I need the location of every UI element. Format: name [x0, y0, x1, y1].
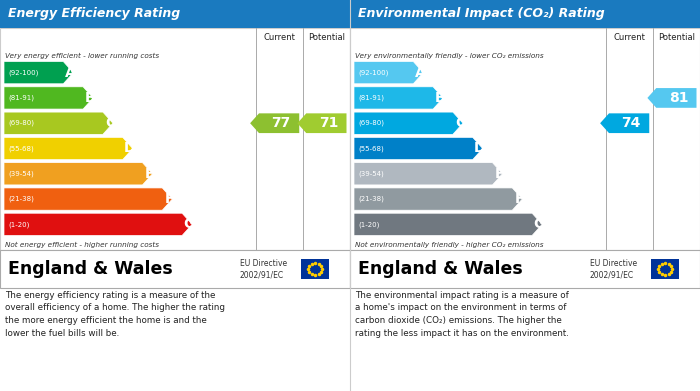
Text: (1-20): (1-20) — [8, 221, 29, 228]
Text: E: E — [495, 167, 504, 181]
Bar — [0, 250, 350, 288]
Text: G: G — [533, 217, 545, 231]
Polygon shape — [250, 113, 300, 133]
Bar — [301, 259, 329, 279]
Polygon shape — [298, 113, 346, 133]
Text: England & Wales: England & Wales — [8, 260, 173, 278]
Polygon shape — [4, 87, 93, 109]
Bar — [350, 28, 700, 250]
Text: (21-38): (21-38) — [358, 196, 384, 202]
Text: B: B — [85, 91, 95, 105]
Text: Energy Efficiency Rating: Energy Efficiency Rating — [8, 7, 181, 20]
Text: Potential: Potential — [658, 32, 695, 41]
Text: (92-100): (92-100) — [358, 69, 388, 76]
Polygon shape — [354, 188, 522, 210]
Text: The environmental impact rating is a measure of
a home's impact on the environme: The environmental impact rating is a mea… — [355, 291, 569, 337]
Text: Current: Current — [613, 32, 645, 41]
Text: E: E — [145, 167, 154, 181]
Text: (1-20): (1-20) — [358, 221, 379, 228]
Text: Current: Current — [263, 32, 295, 41]
Text: D: D — [124, 142, 135, 156]
Text: The energy efficiency rating is a measure of the
overall efficiency of a home. T: The energy efficiency rating is a measur… — [5, 291, 225, 337]
Polygon shape — [354, 87, 443, 109]
Text: D: D — [474, 142, 485, 156]
Text: Potential: Potential — [308, 32, 345, 41]
Polygon shape — [4, 188, 172, 210]
Text: C: C — [105, 116, 115, 130]
Text: F: F — [514, 192, 524, 206]
Text: (69-80): (69-80) — [358, 120, 384, 126]
Polygon shape — [354, 163, 503, 185]
Text: EU Directive
2002/91/EC: EU Directive 2002/91/EC — [589, 258, 637, 280]
Bar — [651, 259, 679, 279]
Text: EU Directive
2002/91/EC: EU Directive 2002/91/EC — [239, 258, 287, 280]
Text: Very energy efficient - lower running costs: Very energy efficient - lower running co… — [5, 53, 159, 59]
Text: Very environmentally friendly - lower CO₂ emissions: Very environmentally friendly - lower CO… — [355, 53, 544, 59]
Bar — [350, 250, 700, 288]
Text: (55-68): (55-68) — [358, 145, 384, 152]
Text: (92-100): (92-100) — [8, 69, 38, 76]
Polygon shape — [4, 61, 74, 84]
Bar — [350, 0, 700, 28]
Bar — [0, 0, 350, 28]
Polygon shape — [600, 113, 650, 133]
Text: 77: 77 — [272, 116, 290, 130]
Polygon shape — [4, 163, 153, 185]
Text: (81-91): (81-91) — [8, 95, 34, 101]
Text: Not environmentally friendly - higher CO₂ emissions: Not environmentally friendly - higher CO… — [355, 242, 543, 248]
Polygon shape — [648, 88, 696, 108]
Text: Not energy efficient - higher running costs: Not energy efficient - higher running co… — [5, 242, 159, 248]
Text: (81-91): (81-91) — [358, 95, 384, 101]
Text: 74: 74 — [622, 116, 640, 130]
Polygon shape — [354, 213, 542, 235]
Polygon shape — [354, 112, 463, 135]
Text: (39-54): (39-54) — [358, 170, 384, 177]
Text: (55-68): (55-68) — [8, 145, 34, 152]
Text: 71: 71 — [318, 116, 338, 130]
Text: A: A — [65, 66, 76, 80]
Text: F: F — [164, 192, 174, 206]
Text: England & Wales: England & Wales — [358, 260, 523, 278]
Text: B: B — [435, 91, 445, 105]
Text: (21-38): (21-38) — [8, 196, 34, 202]
Text: C: C — [455, 116, 465, 130]
Polygon shape — [4, 213, 192, 235]
Text: G: G — [183, 217, 195, 231]
Polygon shape — [4, 112, 113, 135]
Text: 81: 81 — [668, 91, 688, 105]
Text: A: A — [415, 66, 426, 80]
Polygon shape — [4, 137, 133, 160]
Polygon shape — [354, 137, 483, 160]
Text: (39-54): (39-54) — [8, 170, 34, 177]
Polygon shape — [354, 61, 424, 84]
Text: Environmental Impact (CO₂) Rating: Environmental Impact (CO₂) Rating — [358, 7, 605, 20]
Text: (69-80): (69-80) — [8, 120, 34, 126]
Bar — [0, 28, 350, 250]
